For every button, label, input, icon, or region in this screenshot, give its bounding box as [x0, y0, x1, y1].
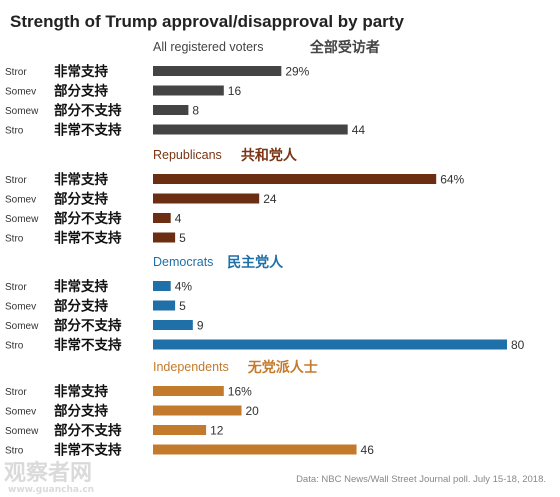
- bar: [153, 213, 171, 223]
- value-label: 20: [246, 404, 260, 418]
- group-1: Republicans 共和党人 Stror 非常支持 64% Somev 部分支持 24 So…: [5, 147, 465, 246]
- category-label: 非常支持: [54, 278, 108, 294]
- category-label-truncated: Somev: [5, 195, 36, 206]
- group-label-cn: 无党派人士: [247, 359, 318, 375]
- category-label-truncated: Somew: [5, 106, 39, 117]
- group-0: All registered voters 全部受访者 Stror 非常支持 29% So…: [5, 39, 380, 138]
- group-2: Democrats 民主党人 Stror 非常支持 4% Somev 部分支持 5 Somew 部…: [5, 254, 525, 353]
- category-label: 非常不支持: [54, 230, 122, 246]
- category-label-truncated: Stro: [5, 126, 24, 137]
- category-label-truncated: Somev: [5, 87, 36, 98]
- value-label: 5: [179, 231, 186, 245]
- category-label: 部分支持: [54, 298, 108, 314]
- value-label: 44: [352, 123, 366, 137]
- value-label: 9: [197, 319, 204, 333]
- category-label: 非常支持: [54, 383, 108, 399]
- chart-title: Strength of Trump approval/disapproval b…: [10, 12, 404, 31]
- category-label: 部分不支持: [54, 422, 122, 438]
- group-label: Republicans: [153, 148, 222, 162]
- category-label-truncated: Stro: [5, 234, 24, 245]
- value-label: 4%: [175, 280, 193, 294]
- category-label-truncated: Stro: [5, 446, 24, 457]
- value-label: 16%: [228, 385, 252, 399]
- value-label: 46: [361, 443, 375, 457]
- bar: [153, 124, 348, 135]
- value-label: 4: [175, 212, 182, 226]
- watermark-url: www.guancha.cn: [8, 485, 94, 495]
- bar: [153, 339, 507, 350]
- bar: [153, 320, 193, 330]
- group-label-cn: 全部受访者: [309, 39, 380, 55]
- category-label: 部分支持: [54, 83, 108, 99]
- value-label: 24: [263, 192, 277, 206]
- bar: [153, 85, 224, 96]
- category-label: 部分不支持: [54, 317, 122, 333]
- group-label-cn: 民主党人: [227, 254, 284, 270]
- bar: [153, 425, 207, 435]
- category-label-truncated: Stror: [5, 282, 27, 293]
- category-label: 部分支持: [54, 403, 108, 419]
- bar: [153, 105, 189, 115]
- bar: [153, 66, 282, 76]
- bar: [153, 174, 437, 184]
- value-label: 64%: [440, 173, 464, 187]
- bar: [153, 444, 357, 455]
- category-label: 非常支持: [54, 63, 108, 79]
- category-label: 部分不支持: [54, 102, 122, 118]
- value-label: 8: [192, 104, 199, 118]
- bar: [153, 300, 176, 311]
- category-label-truncated: Somev: [5, 302, 36, 313]
- bar: [153, 281, 171, 291]
- category-label-truncated: Stror: [5, 387, 27, 398]
- category-label-truncated: Somew: [5, 321, 39, 332]
- value-label: 16: [228, 84, 242, 98]
- value-label: 12: [210, 424, 224, 438]
- bar: [153, 405, 242, 416]
- value-label: 5: [179, 299, 186, 313]
- category-label-truncated: Stror: [5, 175, 27, 186]
- category-label: 非常支持: [54, 171, 108, 187]
- group-label-cn: 共和党人: [241, 147, 298, 163]
- group-label: All registered voters: [153, 40, 263, 54]
- group-label: Democrats: [153, 255, 213, 269]
- bar: [153, 193, 260, 204]
- category-label: 非常不支持: [54, 122, 122, 138]
- category-label-truncated: Somew: [5, 214, 39, 225]
- category-label: 部分支持: [54, 191, 108, 207]
- watermark-logo: 观察者网: [4, 460, 92, 486]
- category-label: 非常不支持: [54, 442, 122, 458]
- category-label-truncated: Stror: [5, 67, 27, 78]
- category-label-truncated: Somew: [5, 426, 39, 437]
- value-label: 80: [511, 338, 525, 352]
- bar: [153, 232, 176, 243]
- category-label: 部分不支持: [54, 210, 122, 226]
- source-note: Data: NBC News/Wall Street Journal poll.…: [296, 474, 546, 485]
- category-label-truncated: Somev: [5, 407, 36, 418]
- category-label: 非常不支持: [54, 337, 122, 353]
- group-label: Independents: [153, 360, 229, 374]
- category-label-truncated: Stro: [5, 341, 24, 352]
- chart-groups: All registered voters 全部受访者 Stror 非常支持 29% So…: [5, 39, 525, 458]
- group-3: Independents 无党派人士 Stror 非常支持 16% Somev 部分支持 20…: [5, 359, 374, 458]
- bar: [153, 386, 224, 396]
- value-label: 29%: [285, 65, 309, 79]
